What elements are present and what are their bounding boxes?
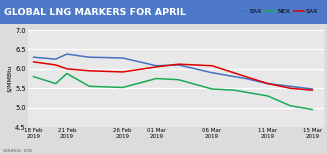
Text: GLOBAL LNG MARKERS FOR APRIL: GLOBAL LNG MARKERS FOR APRIL <box>4 8 186 17</box>
Legend: EAX, NEX, SAX: EAX, NEX, SAX <box>235 6 320 16</box>
Text: SOURCE: ICIS: SOURCE: ICIS <box>3 149 32 153</box>
Y-axis label: $/MMBtu: $/MMBtu <box>7 65 12 92</box>
